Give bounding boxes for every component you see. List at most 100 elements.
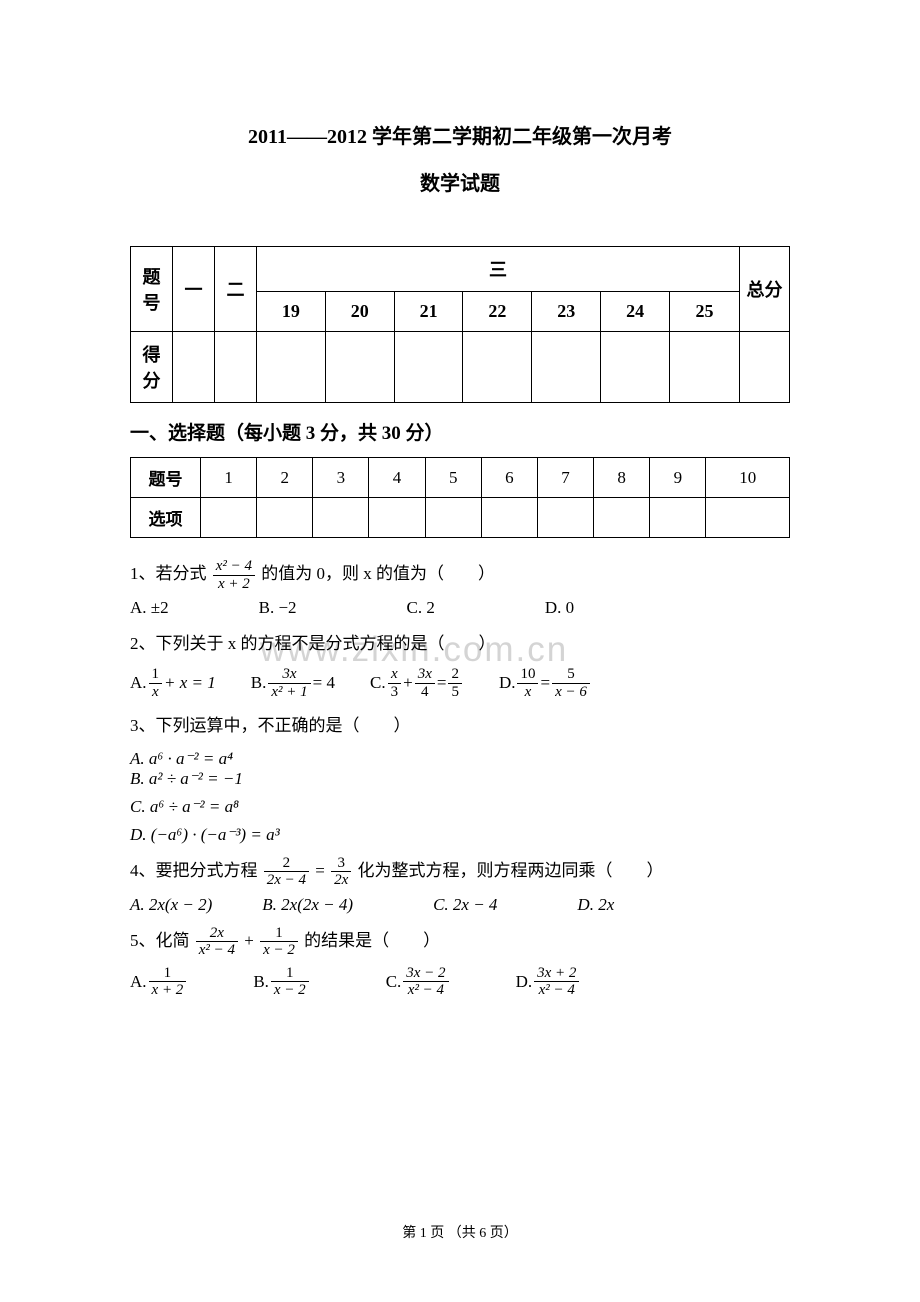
frac: 1x − 2 bbox=[260, 925, 298, 959]
frac-den: x bbox=[517, 684, 538, 701]
frac-num: x² − 4 bbox=[213, 558, 255, 576]
col-22: 22 bbox=[463, 292, 532, 332]
page-content: 2011——2012 学年第二学期初二年级第一次月考 数学试题 题号 一 二 三… bbox=[130, 120, 790, 999]
col-24: 24 bbox=[601, 292, 670, 332]
frac-num: 10 bbox=[517, 666, 538, 684]
frac-den: x − 6 bbox=[552, 684, 590, 701]
answer-cell bbox=[369, 498, 425, 538]
q1-opt-c: C. 2 bbox=[407, 598, 435, 618]
answer-num: 9 bbox=[650, 458, 706, 498]
answer-num: 8 bbox=[594, 458, 650, 498]
q2-opt-a: A. 1x + x = 1 bbox=[130, 666, 216, 700]
frac-den: 2x − 4 bbox=[264, 872, 309, 889]
frac: 3x + 2x² − 4 bbox=[534, 965, 579, 999]
answer-cell bbox=[257, 498, 313, 538]
opt-label: A. bbox=[130, 673, 147, 693]
page-footer: 第 1 页 （共 6 页） bbox=[0, 1222, 920, 1242]
score-row-label-1: 题号 bbox=[131, 247, 173, 332]
frac-num: 1 bbox=[149, 965, 187, 983]
frac-den: x² − 4 bbox=[196, 942, 238, 959]
score-cell bbox=[601, 332, 670, 403]
col-25: 25 bbox=[670, 292, 740, 332]
col-one: 一 bbox=[173, 247, 215, 332]
opt-label: B. bbox=[251, 673, 267, 693]
eq: = bbox=[437, 673, 447, 693]
answer-cell bbox=[706, 498, 790, 538]
question-5: 5、化简 2xx² − 4 + 1x − 2 的结果是（ ） bbox=[130, 925, 790, 959]
answer-num: 4 bbox=[369, 458, 425, 498]
q5-opt-c: C. 3x − 2x² − 4 bbox=[386, 965, 451, 999]
col-20: 20 bbox=[325, 292, 394, 332]
answer-cell bbox=[537, 498, 593, 538]
col-two: 二 bbox=[215, 247, 257, 332]
score-cell bbox=[173, 332, 215, 403]
title-sub: 数学试题 bbox=[130, 167, 790, 196]
title-main: 2011——2012 学年第二学期初二年级第一次月考 bbox=[130, 120, 790, 149]
score-cell bbox=[325, 332, 394, 403]
score-table: 题号 一 二 三 总分 19 20 21 22 23 24 25 得分 bbox=[130, 246, 790, 403]
answer-num: 7 bbox=[537, 458, 593, 498]
section-1-heading: 一、选择题（每小题 3 分，共 30 分） bbox=[130, 418, 790, 445]
section-three-header: 三 bbox=[257, 247, 740, 292]
answer-label-opt: 选项 bbox=[131, 498, 201, 538]
q3-options: A. a⁶ · a⁻² = a⁴ B. a² ÷ a⁻² = −1 C. a⁶ … bbox=[130, 749, 790, 845]
question-4: 4、要把分式方程 22x − 4 = 32x 化为整式方程，则方程两边同乘（ ） bbox=[130, 855, 790, 889]
frac: 5x − 6 bbox=[552, 666, 590, 700]
answer-cell bbox=[313, 498, 369, 538]
q4-post: 化为整式方程，则方程两边同乘（ ） bbox=[358, 861, 664, 880]
frac: 3x4 bbox=[415, 666, 435, 700]
eq: = bbox=[540, 673, 550, 693]
answer-cell bbox=[425, 498, 481, 538]
q1-fraction: x² − 4 x + 2 bbox=[213, 558, 255, 592]
answer-table: 题号 1 2 3 4 5 6 7 8 9 10 选项 bbox=[130, 457, 790, 538]
q3-opt-b: B. a² ÷ a⁻² = −1 bbox=[130, 769, 447, 789]
q1-options: A. ±2 B. −2 C. 2 D. 0 bbox=[130, 598, 790, 618]
frac: 3xx² + 1 bbox=[268, 666, 310, 700]
frac: 3x − 2x² − 4 bbox=[403, 965, 448, 999]
score-cell bbox=[670, 332, 740, 403]
opt-post: + x = 1 bbox=[164, 673, 216, 693]
plus: + bbox=[244, 931, 258, 950]
frac: 32x bbox=[331, 855, 351, 889]
q3-opt-d: D. (−a⁶) · (−a⁻³) = a³ bbox=[130, 825, 447, 845]
frac-den: x + 2 bbox=[149, 982, 187, 999]
frac-num: 3x − 2 bbox=[403, 965, 448, 983]
q1-post: 的值为 0，则 x 的值为（ ） bbox=[261, 564, 495, 583]
frac: 2xx² − 4 bbox=[196, 925, 238, 959]
q2-opt-c: C. x3 + 3x4 = 25 bbox=[370, 666, 464, 700]
frac-den: 3 bbox=[388, 684, 402, 701]
score-cell bbox=[257, 332, 326, 403]
opt-label: D. bbox=[499, 673, 516, 693]
q2-opt-d: D. 10x = 5x − 6 bbox=[499, 666, 592, 700]
plus: + bbox=[403, 673, 413, 693]
q4-opt-d: D. 2x bbox=[577, 895, 614, 915]
opt-label: C. bbox=[370, 673, 386, 693]
col-23: 23 bbox=[532, 292, 601, 332]
q5-post: 的结果是（ ） bbox=[304, 931, 440, 950]
answer-num: 1 bbox=[201, 458, 257, 498]
answer-cell bbox=[201, 498, 257, 538]
frac: 10x bbox=[517, 666, 538, 700]
q4-opt-b: B. 2x(2x − 4) bbox=[262, 895, 353, 915]
q1-pre: 1、若分式 bbox=[130, 564, 207, 583]
frac-num: 2x bbox=[196, 925, 238, 943]
opt-label: B. bbox=[253, 972, 269, 992]
col-19: 19 bbox=[257, 292, 326, 332]
frac-num: 2 bbox=[264, 855, 309, 873]
frac-num: 5 bbox=[552, 666, 590, 684]
score-cell bbox=[394, 332, 463, 403]
question-3: 3、下列运算中，不正确的是（ ） bbox=[130, 710, 790, 742]
frac-num: 3x bbox=[415, 666, 435, 684]
frac: x3 bbox=[388, 666, 402, 700]
q5-opt-b: B. 1x − 2 bbox=[253, 965, 310, 999]
q4-options: A. 2x(x − 2) B. 2x(2x − 4) C. 2x − 4 D. … bbox=[130, 895, 790, 915]
q4-opt-c: C. 2x − 4 bbox=[433, 895, 497, 915]
frac-num: 3 bbox=[331, 855, 351, 873]
q3-opt-a: A. a⁶ · a⁻² = a⁴ bbox=[130, 749, 447, 769]
score-cell bbox=[740, 332, 790, 403]
answer-num: 10 bbox=[706, 458, 790, 498]
frac-num: 3x + 2 bbox=[534, 965, 579, 983]
frac-den: x − 2 bbox=[260, 942, 298, 959]
answer-num: 2 bbox=[257, 458, 313, 498]
q1-opt-b: B. −2 bbox=[259, 598, 297, 618]
